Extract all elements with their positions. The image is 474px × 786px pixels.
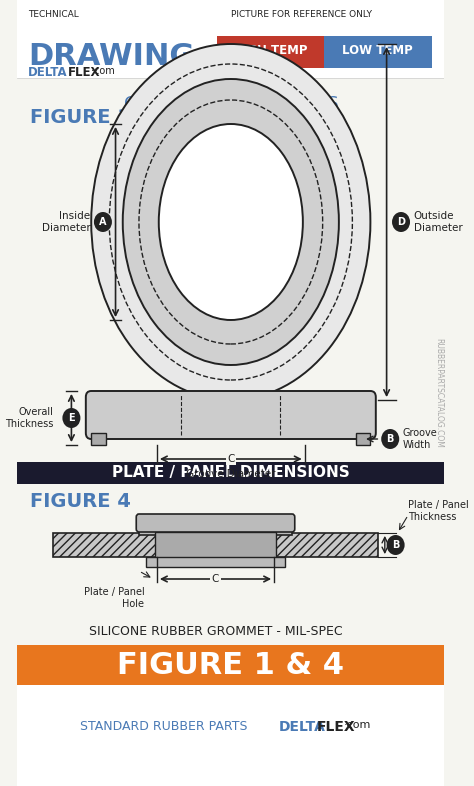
Text: Groove Diameter: Groove Diameter	[186, 469, 275, 479]
Text: LOW TEMP: LOW TEMP	[342, 43, 413, 57]
Text: Groove
Width: Groove Width	[403, 428, 438, 450]
Circle shape	[63, 408, 81, 428]
Text: B: B	[386, 434, 394, 444]
Text: PICTURE FOR REFERENCE ONLY: PICTURE FOR REFERENCE ONLY	[231, 10, 372, 19]
Circle shape	[387, 535, 405, 555]
FancyBboxPatch shape	[217, 36, 324, 68]
Ellipse shape	[123, 79, 339, 365]
Text: FIGURE 1: FIGURE 1	[30, 108, 131, 127]
Text: D: D	[397, 217, 405, 227]
Ellipse shape	[91, 44, 370, 400]
Text: DELTA: DELTA	[279, 720, 326, 734]
Text: DRAWING: DRAWING	[28, 42, 194, 71]
Text: RUBBERPARTSCATALOG.COM: RUBBERPARTSCATALOG.COM	[434, 338, 443, 448]
Bar	[139, 521, 292, 535]
Circle shape	[381, 429, 399, 449]
FancyBboxPatch shape	[324, 36, 432, 68]
Text: E: E	[68, 413, 75, 423]
FancyBboxPatch shape	[136, 514, 295, 532]
Bar	[146, 557, 285, 567]
Text: SILICONE RUBBER GROMMET - MIL-SPEC: SILICONE RUBBER GROMMET - MIL-SPEC	[89, 625, 342, 638]
Text: ·com: ·com	[91, 66, 115, 76]
Text: B: B	[392, 540, 399, 550]
Text: STANDARD RUBBER PARTS: STANDARD RUBBER PARTS	[81, 720, 248, 733]
Text: FIGURE 4: FIGURE 4	[30, 492, 131, 511]
Text: FLEX: FLEX	[316, 720, 355, 734]
Text: Inside
Diameter: Inside Diameter	[42, 211, 91, 233]
Bar	[157, 532, 274, 558]
Circle shape	[392, 212, 410, 232]
FancyBboxPatch shape	[86, 391, 376, 439]
Text: FIGURE 1 & 4: FIGURE 1 & 4	[117, 651, 344, 680]
Text: PLATE / PANEL DIMENSIONS: PLATE / PANEL DIMENSIONS	[112, 465, 350, 480]
Bar	[356, 433, 370, 445]
Text: Plate / Panel
Hole: Plate / Panel Hole	[83, 587, 145, 608]
Text: Outside
Diameter: Outside Diameter	[414, 211, 462, 233]
Text: Overall
Thickness: Overall Thickness	[5, 407, 54, 429]
Text: DELTA: DELTA	[28, 66, 68, 79]
Text: A: A	[99, 217, 107, 227]
Bar	[155, 532, 276, 558]
FancyBboxPatch shape	[18, 0, 444, 78]
Text: ·com: ·com	[343, 720, 371, 730]
Text: TECHNICAL: TECHNICAL	[28, 10, 79, 19]
Bar	[54, 533, 378, 557]
FancyBboxPatch shape	[18, 685, 444, 786]
Text: Plate / Panel
Thickness: Plate / Panel Thickness	[408, 500, 469, 522]
Text: HIGH TEMP: HIGH TEMP	[233, 43, 308, 57]
Text: C: C	[227, 454, 235, 464]
Bar	[91, 433, 106, 445]
Ellipse shape	[159, 124, 303, 320]
Text: FLEX: FLEX	[68, 66, 100, 79]
Text: C: C	[212, 574, 219, 584]
Circle shape	[94, 212, 112, 232]
FancyBboxPatch shape	[18, 645, 444, 685]
Text: GROMMET DIMENSIONS: GROMMET DIMENSIONS	[124, 95, 338, 113]
FancyBboxPatch shape	[18, 462, 444, 484]
